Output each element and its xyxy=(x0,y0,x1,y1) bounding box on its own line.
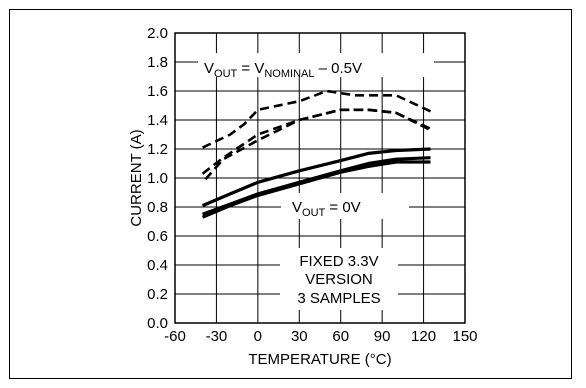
y-tick-label: 0.6 xyxy=(147,228,168,245)
y-tick-label: 0.2 xyxy=(147,286,168,303)
y-axis-label: CURRENT (A) xyxy=(128,129,145,226)
y-tick-label: 1.4 xyxy=(147,112,168,129)
plot-border xyxy=(174,32,466,324)
y-tick-label: 0.4 xyxy=(147,257,168,274)
x-tick-label: 150 xyxy=(452,328,477,345)
series xyxy=(201,89,432,219)
tick-labels: -60 -30 0 30 60 90 120 150 0.0 0.2 0.4 0.6 0.8 1.0 1.2… xyxy=(147,25,477,345)
x-axis-label: TEMPERATURE (°C) xyxy=(248,351,391,368)
y-tick-label: 2.0 xyxy=(147,25,168,42)
chart-frame xyxy=(9,9,572,379)
fixed-version-label-bg xyxy=(280,248,398,310)
y-tick-label: 0.0 xyxy=(147,315,168,332)
vout-bottom-label-bg xyxy=(281,193,409,219)
y-tick-label: 1.0 xyxy=(147,170,168,187)
annotations xyxy=(198,53,434,310)
x-tick-label: 0 xyxy=(254,328,262,345)
y-tick-label: 0.8 xyxy=(147,199,168,216)
series-line-solid-5 xyxy=(201,160,431,219)
vout-top-label-bg xyxy=(198,53,434,77)
series-line-dashed-2 xyxy=(204,108,432,181)
series-line-dashed-1 xyxy=(201,108,432,175)
fixed-version-line-3: 3 SAMPLES xyxy=(297,290,380,307)
x-tick-label: -60 xyxy=(164,328,186,345)
y-tick-label: 1.2 xyxy=(147,141,168,158)
x-tick-label: -30 xyxy=(206,328,228,345)
fixed-version-line-2: VERSION xyxy=(305,271,373,288)
fixed-version-line-1: FIXED 3.3V xyxy=(299,253,378,270)
series-line-solid-3 xyxy=(201,147,431,208)
x-tick-label: 90 xyxy=(374,328,391,345)
x-tick-label: 60 xyxy=(332,328,349,345)
y-tick-label: 1.8 xyxy=(147,54,168,71)
y-tick-label: 1.6 xyxy=(147,83,168,100)
series-line-dashed-0 xyxy=(202,89,432,149)
x-tick-label: 30 xyxy=(291,328,308,345)
x-tick-label: 120 xyxy=(411,328,436,345)
vout-top-label: VOUT = VNOMINAL – 0.5V xyxy=(204,60,362,80)
vout-bottom-label: VOUT = 0V xyxy=(292,199,361,219)
